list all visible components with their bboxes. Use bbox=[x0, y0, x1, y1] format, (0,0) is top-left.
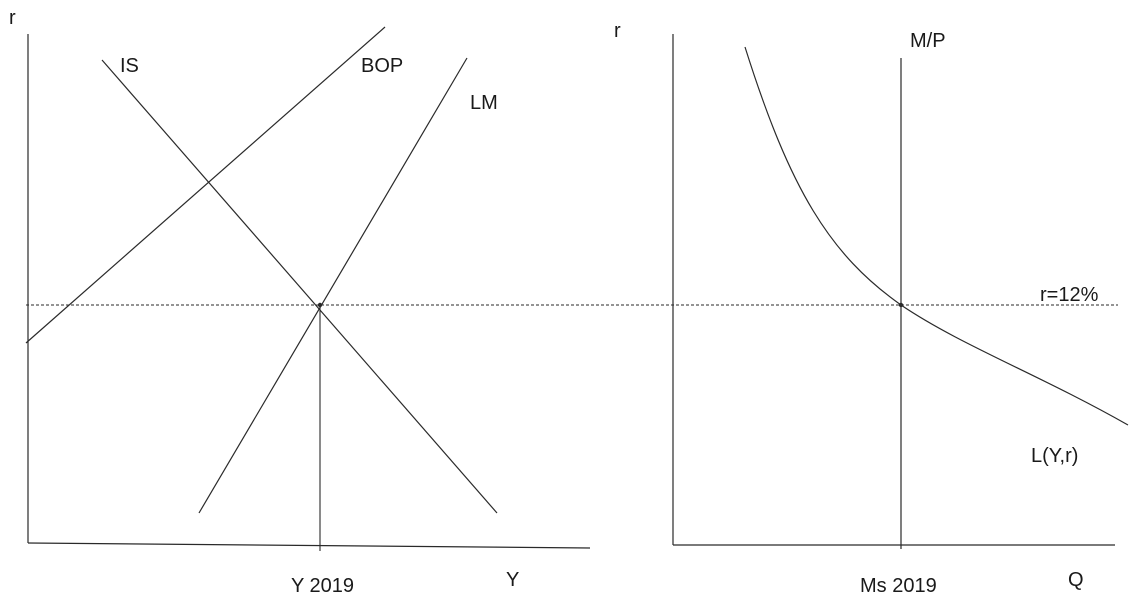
money-demand-curve bbox=[744, 46, 1129, 426]
left-x-axis-label: Y bbox=[506, 569, 519, 591]
lm-curve bbox=[198, 57, 468, 514]
left-y-axis-label: r bbox=[9, 7, 16, 29]
ms-2019-label: Ms 2019 bbox=[860, 575, 937, 597]
y-2019-label: Y 2019 bbox=[291, 575, 354, 597]
right-panel-money-market: r M/P r=12% L(Y,r) Ms 2019 Q bbox=[614, 20, 1129, 597]
right-x-axis-label: Q bbox=[1068, 569, 1084, 591]
is-curve bbox=[101, 59, 498, 514]
is-curve-label: IS bbox=[120, 55, 139, 77]
bop-curve-label: BOP bbox=[361, 55, 403, 77]
money-demand-label: L(Y,r) bbox=[1031, 445, 1078, 467]
lm-curve-label: LM bbox=[470, 92, 498, 114]
money-supply-label: M/P bbox=[910, 30, 946, 52]
left-panel-islm-bop: r IS BOP LM Y 2019 Y bbox=[9, 7, 591, 597]
left-x-axis bbox=[27, 542, 591, 549]
right-equilibrium-point bbox=[898, 302, 904, 308]
left-equilibrium-point bbox=[317, 302, 323, 308]
right-y-axis-label: r bbox=[614, 20, 621, 42]
bop-curve bbox=[25, 26, 386, 344]
interest-rate-label: r=12% bbox=[1040, 284, 1099, 306]
